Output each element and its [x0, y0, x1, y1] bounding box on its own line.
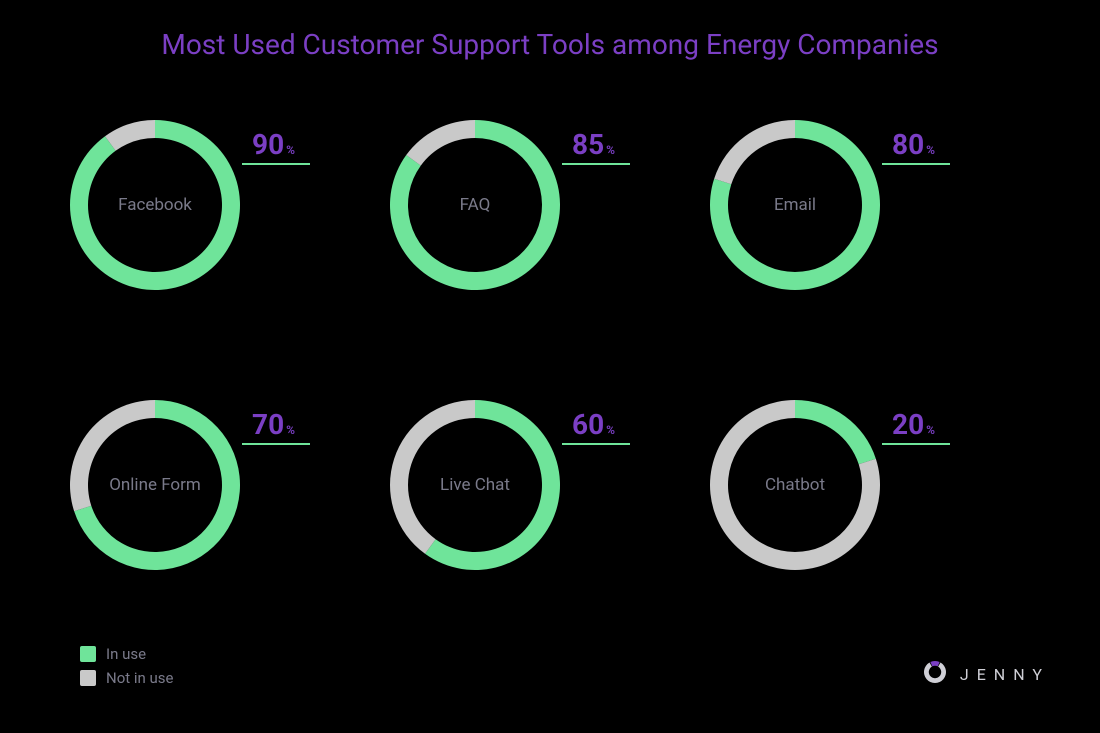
donut-cell: Online Form70% — [70, 390, 390, 640]
percent-underline — [562, 443, 630, 445]
donut-chart: FAQ — [390, 120, 560, 294]
donut-center-label: Live Chat — [390, 400, 560, 570]
brand-ring-icon — [922, 659, 948, 689]
donut-center-label: Chatbot — [710, 400, 880, 570]
legend-item: In use — [80, 645, 174, 663]
brand-text: JENNY — [960, 665, 1050, 684]
donut-chart: Facebook — [70, 120, 240, 294]
percent-symbol: % — [606, 143, 615, 157]
percent-callout: 20% — [882, 408, 950, 445]
percent-symbol: % — [926, 423, 935, 437]
percent-value: 20 — [892, 408, 924, 441]
donut-cell: FAQ85% — [390, 110, 710, 360]
legend-item: Not in use — [80, 669, 174, 687]
donut-cell: Email80% — [710, 110, 1030, 360]
donut-chart: Online Form — [70, 400, 240, 574]
legend-swatch — [80, 670, 96, 686]
donut-center-label: Facebook — [70, 120, 240, 290]
percent-symbol: % — [926, 143, 935, 157]
percent-symbol: % — [606, 423, 615, 437]
donut-chart: Chatbot — [710, 400, 880, 574]
donut-chart: Email — [710, 120, 880, 294]
donut-grid: Facebook90%FAQ85%Email80%Online Form70%L… — [70, 110, 1030, 640]
percent-value: 70 — [252, 408, 284, 441]
donut-cell: Live Chat60% — [390, 390, 710, 640]
donut-center-label: Online Form — [70, 400, 240, 570]
legend-swatch — [80, 646, 96, 662]
percent-underline — [242, 443, 310, 445]
donut-cell: Chatbot20% — [710, 390, 1030, 640]
percent-value: 80 — [892, 128, 924, 161]
percent-callout: 60% — [562, 408, 630, 445]
percent-underline — [562, 163, 630, 165]
brand-logo: JENNY — [922, 659, 1050, 689]
percent-symbol: % — [286, 143, 295, 157]
donut-cell: Facebook90% — [70, 110, 390, 360]
donut-center-label: Email — [710, 120, 880, 290]
percent-symbol: % — [286, 423, 295, 437]
donut-center-label: FAQ — [390, 120, 560, 290]
percent-underline — [882, 163, 950, 165]
percent-value: 90 — [252, 128, 284, 161]
legend-label: In use — [106, 645, 146, 663]
donut-chart: Live Chat — [390, 400, 560, 574]
percent-callout: 80% — [882, 128, 950, 165]
legend: In use Not in use — [80, 645, 174, 693]
percent-value: 60 — [572, 408, 604, 441]
percent-value: 85 — [572, 128, 604, 161]
percent-callout: 85% — [562, 128, 630, 165]
percent-underline — [242, 163, 310, 165]
percent-callout: 70% — [242, 408, 310, 445]
percent-underline — [882, 443, 950, 445]
percent-callout: 90% — [242, 128, 310, 165]
legend-label: Not in use — [106, 669, 174, 687]
chart-title: Most Used Customer Support Tools among E… — [0, 28, 1100, 61]
